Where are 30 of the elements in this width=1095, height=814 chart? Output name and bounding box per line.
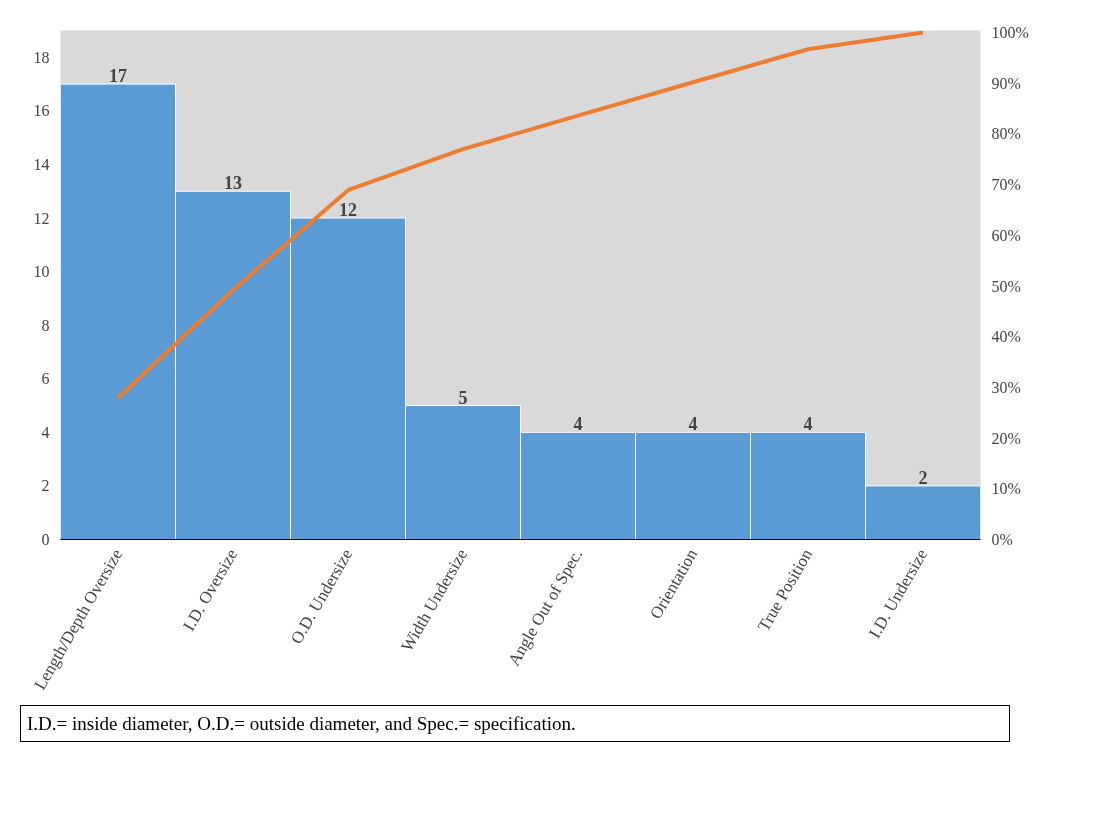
data-label: 4 <box>688 414 698 435</box>
y-tick-label: 8 <box>41 316 50 334</box>
y2-tick-label: 60% <box>991 226 1021 244</box>
y-tick-label: 6 <box>41 370 50 388</box>
y2-tick-label: 0% <box>991 531 1013 548</box>
y2-tick-label: 10% <box>991 480 1021 498</box>
data-label: 2 <box>918 467 928 488</box>
data-label: 17 <box>109 66 127 87</box>
y-tick-label: 4 <box>41 423 50 441</box>
y-tick-label: 0 <box>41 531 50 548</box>
y-tick-label: 18 <box>33 48 50 66</box>
data-label: 4 <box>573 414 583 435</box>
y2-tick-label: 70% <box>991 176 1021 194</box>
y-tick-label: 16 <box>33 102 50 120</box>
data-label: 12 <box>339 200 357 221</box>
y-tick-label: 10 <box>33 263 50 281</box>
text: I.D.= inside diameter, O.D.= outside diameter, and Spec.= specification. <box>27 712 576 736</box>
y2-tick-label: 90% <box>991 74 1021 92</box>
y-tick-label: 2 <box>41 477 50 495</box>
data-label: 5 <box>458 387 468 408</box>
y2-tick-label: 20% <box>991 429 1021 447</box>
y2-tick-label: 50% <box>991 277 1021 295</box>
data-label: 4 <box>803 414 813 435</box>
y2-tick-label: 100% <box>991 24 1029 42</box>
data-label: 13 <box>224 173 242 194</box>
y2-tick-label: 80% <box>991 125 1021 143</box>
y-tick-label: 12 <box>33 209 50 227</box>
y-tick-label: 14 <box>33 155 50 173</box>
y2-tick-label: 30% <box>991 378 1021 396</box>
y2-tick-label: 40% <box>991 328 1021 346</box>
